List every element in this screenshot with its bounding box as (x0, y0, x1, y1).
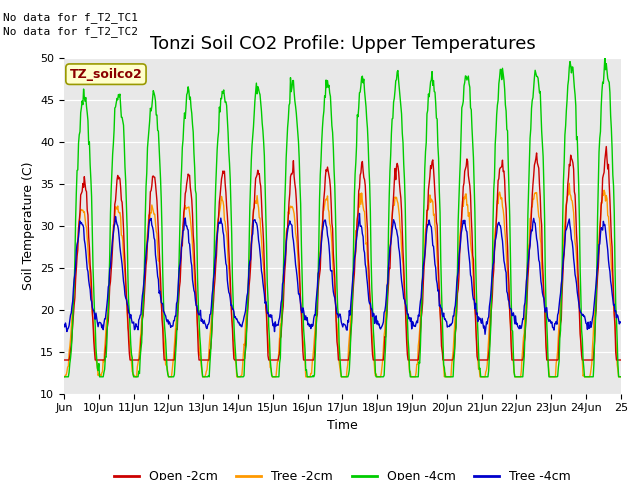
Title: Tonzi Soil CO2 Profile: Upper Temperatures: Tonzi Soil CO2 Profile: Upper Temperatur… (150, 35, 535, 53)
Legend: Open -2cm, Tree -2cm, Open -4cm, Tree -4cm: Open -2cm, Tree -2cm, Open -4cm, Tree -4… (109, 465, 576, 480)
Text: TZ_soilco2: TZ_soilco2 (70, 68, 142, 81)
Text: No data for f_T2_TC1: No data for f_T2_TC1 (3, 12, 138, 23)
X-axis label: Time: Time (327, 419, 358, 432)
Text: No data for f_T2_TC2: No data for f_T2_TC2 (3, 26, 138, 37)
Y-axis label: Soil Temperature (C): Soil Temperature (C) (22, 161, 35, 290)
